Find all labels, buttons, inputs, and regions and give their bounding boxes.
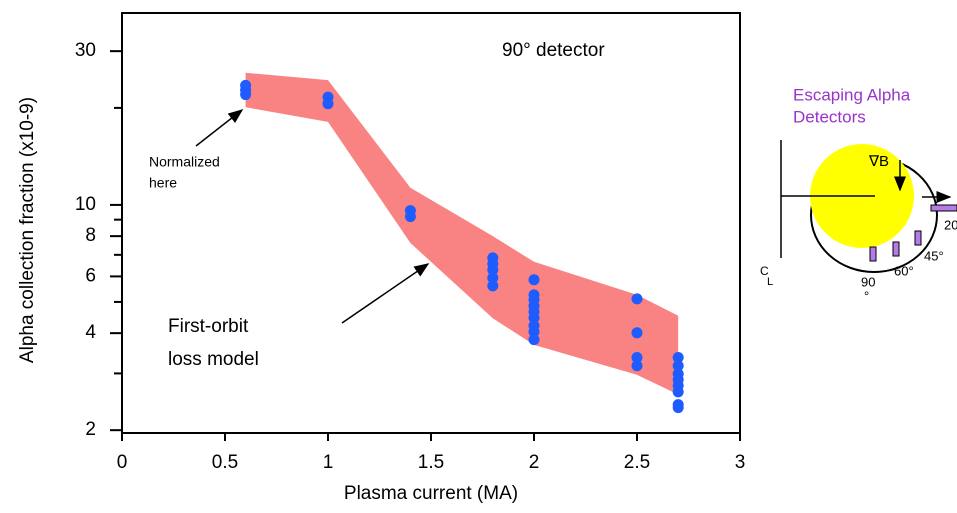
arrow bbox=[195, 109, 244, 147]
angle-label: 90 bbox=[861, 274, 875, 289]
x-tick-label: 0 bbox=[117, 452, 128, 473]
annotation: 90° detector bbox=[502, 40, 605, 61]
y-tick-label: 8 bbox=[85, 225, 96, 246]
diagram-title: Detectors bbox=[793, 107, 866, 126]
data-point bbox=[672, 352, 684, 364]
detector bbox=[914, 230, 922, 246]
data-point bbox=[322, 98, 334, 110]
angle-label: 60° bbox=[894, 263, 914, 278]
x-axis-label: Plasma current (MA) bbox=[344, 483, 518, 504]
annotation: loss model bbox=[168, 349, 259, 370]
data-point bbox=[631, 327, 643, 339]
data-point bbox=[487, 272, 499, 284]
data-point bbox=[528, 334, 540, 346]
plot-area bbox=[240, 72, 684, 414]
detector bbox=[892, 241, 900, 257]
annotation: Normalized bbox=[149, 154, 220, 170]
x-tick-label: 3 bbox=[735, 452, 746, 473]
arrow bbox=[341, 263, 430, 324]
angle-label: ° bbox=[864, 288, 869, 303]
y-tick-label: 2 bbox=[85, 419, 96, 440]
data-point bbox=[404, 211, 416, 223]
annotation: here bbox=[149, 175, 177, 191]
angle-label: 20 bbox=[944, 217, 957, 232]
x-tick-label: 0.5 bbox=[212, 452, 238, 473]
y-tick-label: 4 bbox=[85, 322, 96, 343]
y-tick-label: 30 bbox=[75, 40, 96, 61]
data-point bbox=[528, 312, 540, 324]
data-point bbox=[240, 89, 252, 101]
data-point bbox=[487, 264, 499, 276]
y-tick-label: 6 bbox=[85, 265, 96, 286]
data-point bbox=[672, 386, 684, 398]
data-point bbox=[631, 352, 643, 364]
data-point bbox=[528, 274, 540, 286]
data-point bbox=[487, 280, 499, 292]
diagram: Escaping Alpha Detectors ∇B 20 45° 60° 9… bbox=[760, 85, 957, 303]
x-tick-label: 2 bbox=[529, 452, 540, 473]
centerline-label: C bbox=[760, 264, 769, 278]
x-tick-label: 2.5 bbox=[624, 452, 650, 473]
x-tick-label: 1.5 bbox=[418, 452, 444, 473]
x-tick-label: 1 bbox=[323, 452, 334, 473]
diagram-title: Escaping Alpha bbox=[793, 85, 911, 104]
data-point bbox=[528, 326, 540, 338]
angle-label: 45° bbox=[924, 248, 944, 263]
centerline-label: L bbox=[767, 276, 773, 288]
y-tick-label: 10 bbox=[75, 194, 96, 215]
detector bbox=[930, 204, 957, 212]
detector bbox=[869, 246, 877, 262]
data-point bbox=[631, 360, 643, 372]
y-axis-label: Alpha collection fraction (x10-9) bbox=[17, 97, 38, 363]
data-point bbox=[631, 293, 643, 305]
model-band bbox=[245, 72, 679, 395]
data-point bbox=[672, 402, 684, 414]
gradb-label: ∇B bbox=[868, 153, 889, 170]
annotation: First-orbit bbox=[168, 316, 249, 337]
data-point bbox=[672, 360, 684, 372]
